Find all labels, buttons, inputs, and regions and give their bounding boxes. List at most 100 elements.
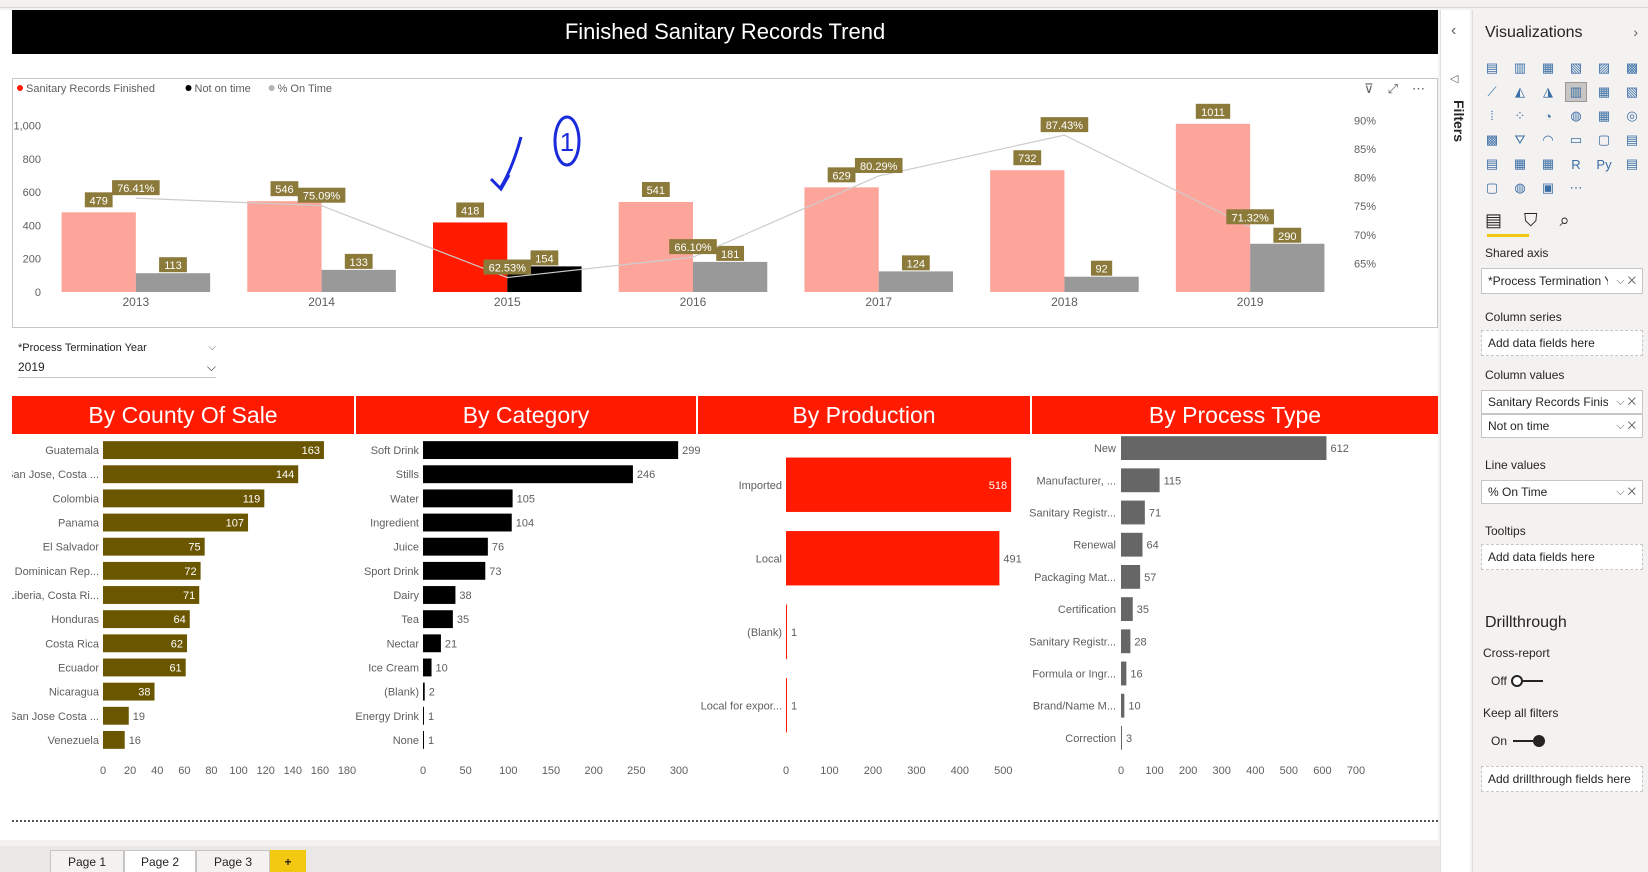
slicer-dropdown[interactable]: 2019 ⌵ bbox=[18, 360, 216, 378]
category-data-label: 1 bbox=[428, 711, 434, 723]
close-icon[interactable]: ⌵ ✕ bbox=[1616, 485, 1636, 498]
tab-page-1[interactable]: Page 1 bbox=[50, 850, 124, 872]
production-x-tick-label: 300 bbox=[907, 765, 925, 777]
visual-type-icon[interactable]: ◠ bbox=[1542, 132, 1554, 147]
close-icon[interactable]: ⌵ ✕ bbox=[1616, 395, 1636, 408]
tooltips-drop[interactable]: Add data fields here bbox=[1481, 544, 1643, 570]
data-label-finished: 732 bbox=[1018, 153, 1036, 165]
collapse-icon[interactable]: ‹ bbox=[1451, 22, 1457, 39]
add-page-button[interactable]: + bbox=[270, 850, 306, 872]
visual-type-icon[interactable]: ▭ bbox=[1569, 132, 1583, 147]
visual-type-icon[interactable]: ▢ bbox=[1485, 180, 1499, 195]
category-category-label: Water bbox=[390, 493, 419, 505]
data-label-not-on-time: 154 bbox=[535, 253, 553, 265]
data-label-not-on-time-bg bbox=[1090, 260, 1113, 276]
visual-type-icon[interactable]: ▤ bbox=[1625, 156, 1639, 171]
visual-type-icon[interactable]: ⁘ bbox=[1514, 108, 1526, 123]
cross-report-toggle[interactable]: Off bbox=[1491, 674, 1543, 688]
county-data-label: 72 bbox=[184, 566, 196, 578]
close-icon[interactable]: ⌵ ✕ bbox=[1616, 419, 1636, 432]
filter-icon[interactable]: ⊽ bbox=[1364, 81, 1374, 96]
visual-type-icon[interactable]: ⦙ bbox=[1490, 108, 1494, 123]
visual-type-icon[interactable]: ▩ bbox=[1625, 60, 1639, 75]
focus-mode-icon[interactable]: ⤢ bbox=[1387, 81, 1398, 96]
chevron-down-icon[interactable]: ⌵ bbox=[208, 342, 216, 353]
format-paint-roller-icon[interactable]: ⛉ bbox=[1524, 210, 1538, 230]
visual-type-icon[interactable]: ▤ bbox=[1625, 132, 1639, 147]
year-slicer[interactable]: *Process Termination Year ⌵ 2019 ⌵ bbox=[18, 342, 216, 378]
visual-type-icon[interactable]: ⋯ bbox=[1569, 180, 1583, 195]
data-label-finished-bg bbox=[84, 192, 113, 208]
visual-type-icon[interactable]: ▧ bbox=[1569, 60, 1583, 75]
visual-type-icon[interactable]: ▦ bbox=[1597, 108, 1611, 123]
visual-type-icon[interactable]: ◔ bbox=[1544, 108, 1552, 124]
section-category: By Category bbox=[356, 396, 696, 434]
visual-type-icon[interactable]: ◎ bbox=[1626, 108, 1638, 123]
shared-axis-field[interactable]: *Process Termination Ye ⌵ ✕ bbox=[1481, 268, 1643, 294]
category-x-tick-label: 300 bbox=[670, 765, 688, 777]
column-value-field-1[interactable]: Sanitary Records Finishe ⌵ ✕ bbox=[1481, 390, 1643, 414]
more-options-icon[interactable]: ⋯ bbox=[1412, 81, 1425, 96]
visual-type-icon[interactable]: ▥ bbox=[1565, 82, 1587, 102]
visual-type-icon[interactable]: ▧ bbox=[1625, 84, 1639, 99]
category-x-tick-label: 100 bbox=[499, 765, 517, 777]
visual-type-icon[interactable]: ◮ bbox=[1543, 84, 1553, 99]
visual-type-icon[interactable]: ▤ bbox=[1485, 156, 1499, 171]
county-category-label: Panama bbox=[58, 518, 100, 530]
visual-type-icon[interactable]: ▦ bbox=[1541, 60, 1555, 75]
visual-type-icon[interactable]: Py bbox=[1596, 156, 1612, 172]
visual-type-icon[interactable]: ⟋ bbox=[1487, 84, 1497, 99]
filters-pane[interactable]: ‹ ◁ Filters bbox=[1440, 10, 1470, 872]
county-category-label: San Jose Costa ... bbox=[12, 711, 99, 723]
process-type-bar bbox=[1121, 436, 1327, 461]
process-type-category-label: Certification bbox=[1058, 604, 1116, 616]
line-value-field[interactable]: % On Time ⌵ ✕ bbox=[1481, 480, 1643, 504]
process-type-data-label: 57 bbox=[1144, 572, 1156, 584]
visual-type-icon[interactable]: ▤ bbox=[1485, 60, 1499, 75]
tab-page-2[interactable]: Page 2 bbox=[124, 850, 196, 872]
fields-icon[interactable]: ▤ bbox=[1485, 210, 1503, 230]
visual-type-icon[interactable]: ▢ bbox=[1597, 132, 1611, 147]
visual-type-icon[interactable]: ◍ bbox=[1514, 180, 1526, 195]
process-type-category-label: Manufacturer, ... bbox=[1037, 475, 1116, 487]
visual-type-icon[interactable]: ▣ bbox=[1541, 180, 1555, 195]
visual-type-icon[interactable]: ▦ bbox=[1597, 84, 1611, 99]
visual-type-icon[interactable]: ▦ bbox=[1513, 156, 1527, 171]
visual-type-icon[interactable]: ⛛ bbox=[1514, 132, 1526, 147]
county-x-tick-label: 20 bbox=[124, 765, 136, 777]
county-bar bbox=[103, 682, 155, 701]
cross-report-state: Off bbox=[1491, 674, 1507, 688]
visual-type-icon[interactable]: ◍ bbox=[1570, 108, 1582, 123]
column-series-drop[interactable]: Add data fields here bbox=[1481, 330, 1643, 356]
visual-type-icon[interactable]: ▩ bbox=[1485, 132, 1499, 147]
visual-type-icon[interactable]: ▨ bbox=[1597, 60, 1611, 75]
category-category-label: Juice bbox=[393, 542, 419, 554]
column-values-label: Column values bbox=[1485, 368, 1565, 382]
process-type-bar bbox=[1121, 629, 1131, 654]
chevron-down-icon[interactable]: ⌵ ✕ bbox=[1616, 274, 1636, 287]
section-production: By Production bbox=[698, 396, 1030, 434]
county-category-label: Guatemala bbox=[45, 445, 100, 457]
slicer-value: 2019 bbox=[18, 360, 45, 374]
analytics-magnifier-icon[interactable]: ⌕ bbox=[1559, 210, 1570, 230]
keep-filters-toggle[interactable]: On bbox=[1491, 734, 1546, 748]
visual-type-icon[interactable]: ◭ bbox=[1515, 84, 1525, 99]
process-type-data-label: 35 bbox=[1137, 604, 1149, 616]
tab-page-3[interactable]: Page 3 bbox=[196, 850, 270, 872]
chevron-right-icon[interactable]: › bbox=[1633, 24, 1638, 40]
drillthrough-drop[interactable]: Add drillthrough fields here bbox=[1481, 766, 1643, 792]
column-value-field-2[interactable]: Not on time ⌵ ✕ bbox=[1481, 414, 1643, 438]
y2-tick-label: 90% bbox=[1354, 115, 1376, 127]
legend-marker bbox=[17, 85, 23, 91]
y2-tick-label: 75% bbox=[1354, 201, 1376, 213]
visual-type-icon[interactable]: ▦ bbox=[1541, 156, 1555, 171]
category-category-label: Ice Cream bbox=[368, 662, 419, 674]
filters-label[interactable]: Filters bbox=[1451, 100, 1467, 143]
visual-type-icon[interactable]: R bbox=[1571, 156, 1581, 172]
visual-type-icon[interactable]: ▥ bbox=[1513, 60, 1527, 75]
process-type-data-label: 71 bbox=[1149, 508, 1161, 520]
category-category-label: Energy Drink bbox=[355, 711, 419, 723]
combo-chart[interactable]: ⊽ ⤢ ⋯ Sanitary Records Finished Not on ti… bbox=[12, 78, 1438, 328]
county-x-tick-label: 180 bbox=[338, 765, 356, 777]
category-bar bbox=[423, 513, 512, 532]
